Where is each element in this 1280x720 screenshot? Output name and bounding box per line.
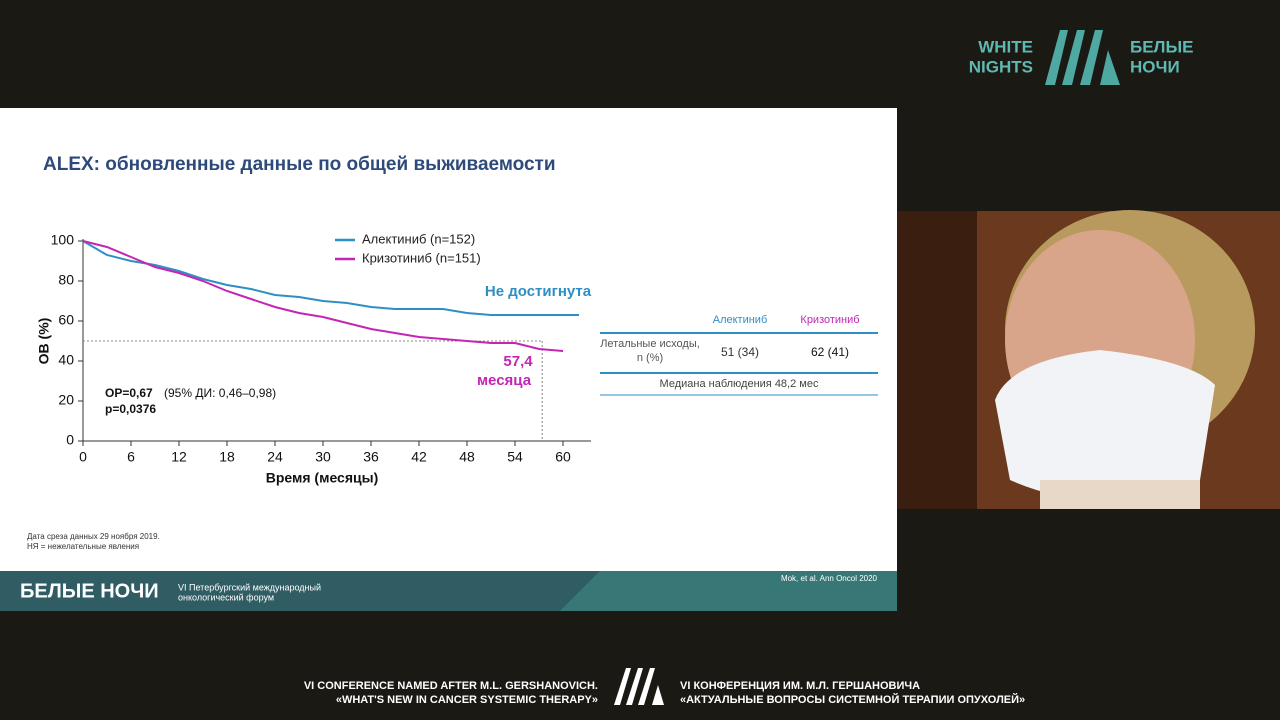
x-tick-label: 0 bbox=[79, 449, 87, 465]
table-cell: 62 (41) bbox=[811, 345, 849, 359]
logo-mark bbox=[1045, 30, 1120, 85]
footer-text: «АКТУАЛЬНЫЕ ВОПРОСЫ СИСТЕМНОЙ ТЕРАПИИ ОП… bbox=[680, 693, 1025, 706]
door bbox=[897, 211, 977, 509]
footer-text: «WHAT'S NEW IN CANCER SYSTEMIC THERAPY» bbox=[336, 694, 598, 706]
x-tick-label: 48 bbox=[459, 449, 475, 465]
table-header: Кризотиниб bbox=[800, 314, 859, 326]
stat-ci: (95% ДИ: 0,46–0,98) bbox=[164, 386, 276, 400]
footer: VI CONFERENCE NAMED AFTER M.L. GERSHANOV… bbox=[304, 668, 1025, 706]
table-footer: Медиана наблюдения 48,2 мес bbox=[660, 378, 819, 390]
x-tick-label: 12 bbox=[171, 449, 187, 465]
table-header: Алектиниб bbox=[713, 314, 768, 326]
x-tick-label: 60 bbox=[555, 449, 571, 465]
y-tick-label: 20 bbox=[58, 392, 74, 408]
y-tick-label: 60 bbox=[58, 312, 74, 328]
table: Алектиниб Кризотиниб Летальные исходы, n… bbox=[600, 314, 878, 396]
legend-label: Кризотиниб (n=151) bbox=[362, 250, 481, 265]
footnote: Дата среза данных 29 ноября 2019. bbox=[27, 532, 160, 541]
y-tick-label: 0 bbox=[66, 432, 74, 448]
series-line bbox=[82, 240, 579, 316]
table-cell: Летальные исходы, n (%) bbox=[600, 338, 700, 364]
banner-art bbox=[560, 571, 897, 611]
footer-text: VI CONFERENCE NAMED AFTER M.L. GERSHANOV… bbox=[304, 680, 598, 692]
slide-title: ALEX: обновленные данные по общей выжива… bbox=[43, 154, 556, 175]
x-tick-label: 24 bbox=[267, 449, 283, 465]
x-axis-label: Время (месяцы) bbox=[266, 470, 378, 486]
banner-title: БЕЛЫЕ НОЧИ bbox=[20, 580, 159, 602]
table-cell-text: Летальные исходы, n (%) bbox=[600, 338, 700, 364]
banner-text: VI Петербургский международный bbox=[178, 582, 321, 592]
footer-text: VI КОНФЕРЕНЦИЯ ИМ. М.Л. ГЕРШАНОВИЧА bbox=[680, 680, 920, 692]
annotation: Не достигнута bbox=[485, 283, 592, 300]
source: Mok, et al. Ann Oncol 2020 bbox=[781, 574, 878, 583]
y-tick-label: 80 bbox=[58, 272, 74, 288]
x-tick-label: 30 bbox=[315, 449, 331, 465]
logo-text: WHITE bbox=[978, 37, 1033, 56]
chart: 0 20 40 60 80 100 0 6 12 18 24 30 36 42 48 54 60 Время (м… bbox=[36, 231, 591, 486]
y-axis-label: ОВ (%) bbox=[36, 318, 52, 365]
logo-text: БЕЛЫЕ bbox=[1130, 37, 1193, 56]
footer-logo bbox=[614, 668, 664, 705]
stat-hr: OP=0,67 bbox=[105, 386, 153, 400]
x-tick-label: 18 bbox=[219, 449, 235, 465]
series-line bbox=[82, 240, 564, 352]
y-tick-label: 40 bbox=[58, 352, 74, 368]
webcam bbox=[897, 210, 1280, 509]
stat-p: p=0,0376 bbox=[105, 402, 156, 416]
slide bbox=[0, 108, 897, 611]
x-tick-label: 6 bbox=[127, 449, 135, 465]
logo-text: НОЧИ bbox=[1130, 57, 1180, 76]
neck bbox=[1040, 480, 1200, 509]
legend-label: Алектиниб (n=152) bbox=[362, 231, 475, 246]
annotation: месяца bbox=[477, 372, 532, 389]
logo-text: NIGHTS bbox=[969, 57, 1033, 76]
x-tick-label: 54 bbox=[507, 449, 523, 465]
table-cell: 51 (34) bbox=[721, 345, 759, 359]
footnote: НЯ = нежелательные явления bbox=[27, 542, 139, 551]
mask bbox=[995, 350, 1215, 500]
y-tick-label: 100 bbox=[51, 232, 75, 248]
median-label: 57,4 bbox=[503, 353, 533, 370]
logo: WHITE NIGHTS БЕЛЫЕ НОЧИ bbox=[969, 30, 1193, 85]
banner-text: онкологический форум bbox=[178, 592, 274, 602]
x-tick-label: 42 bbox=[411, 449, 427, 465]
x-tick-label: 36 bbox=[363, 449, 379, 465]
